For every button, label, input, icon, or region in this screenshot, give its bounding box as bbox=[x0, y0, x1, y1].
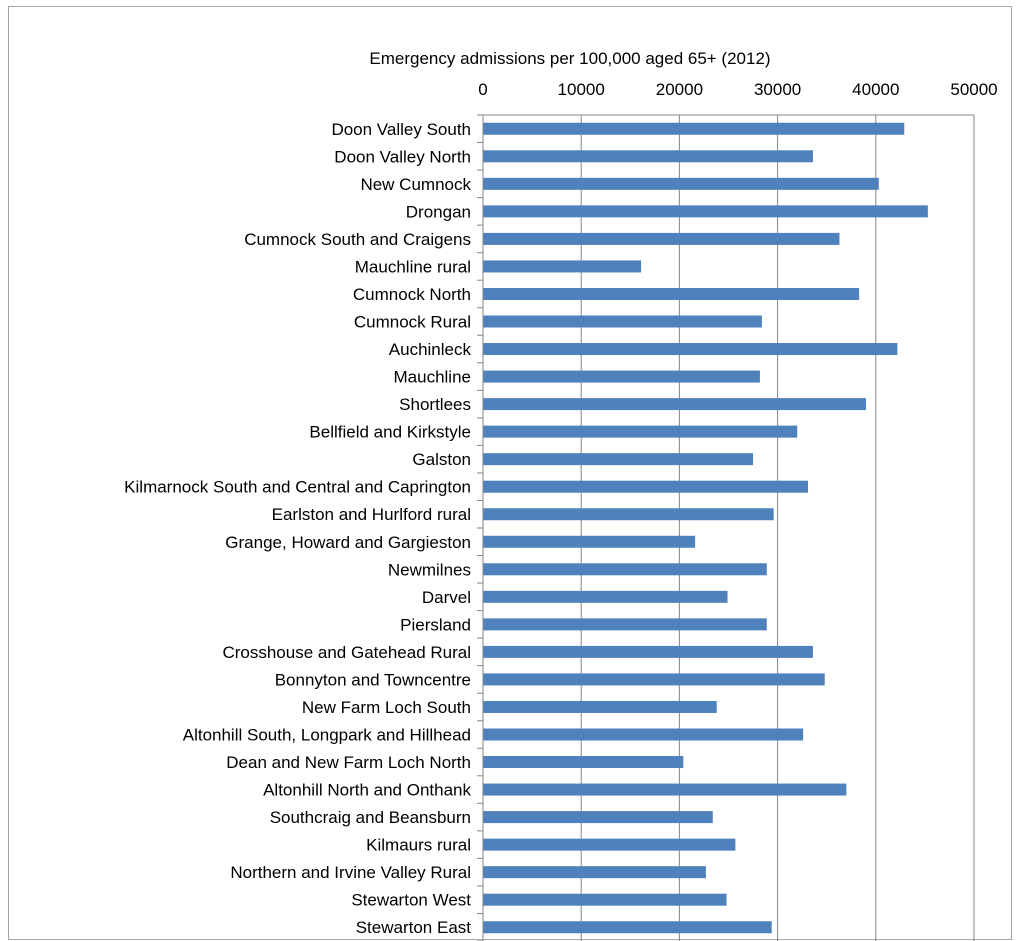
category-label: Northern and Irvine Valley Rural bbox=[230, 863, 471, 882]
category-label: Cumnock North bbox=[353, 285, 471, 304]
category-label: New Cumnock bbox=[360, 175, 471, 194]
bar bbox=[483, 260, 642, 273]
category-label: Mauchline bbox=[394, 368, 472, 387]
category-label: Dean and New Farm Loch North bbox=[226, 753, 471, 772]
x-tick-label: 10000 bbox=[558, 80, 605, 99]
x-tick-label: 20000 bbox=[656, 80, 703, 99]
bar bbox=[483, 453, 754, 466]
bar bbox=[483, 122, 905, 135]
category-label: Kilmarnock South and Central and Capring… bbox=[124, 478, 471, 497]
bar bbox=[483, 315, 762, 328]
category-label: Doon Valley South bbox=[331, 120, 471, 139]
category-label: Darvel bbox=[422, 588, 471, 607]
category-label: Cumnock South and Craigens bbox=[244, 230, 471, 249]
bar bbox=[483, 700, 717, 713]
category-label: New Farm Loch South bbox=[302, 698, 471, 717]
bar bbox=[483, 590, 728, 603]
bar bbox=[483, 783, 847, 796]
bar bbox=[483, 205, 928, 218]
bar bbox=[483, 535, 696, 548]
bar bbox=[483, 480, 809, 493]
category-label: Auchinleck bbox=[389, 340, 472, 359]
x-tick-label: 0 bbox=[478, 80, 487, 99]
category-label: Shortlees bbox=[399, 395, 471, 414]
category-label: Altonhill North and Onthank bbox=[263, 781, 471, 800]
bar bbox=[483, 177, 879, 190]
category-label: Newmilnes bbox=[388, 560, 471, 579]
category-label: Doon Valley North bbox=[334, 147, 471, 166]
category-label: Cumnock Rural bbox=[354, 313, 471, 332]
bar bbox=[483, 618, 767, 631]
x-tick-label: 40000 bbox=[852, 80, 899, 99]
chart-title: Emergency admissions per 100,000 aged 65… bbox=[369, 49, 770, 68]
category-label: Altonhill South, Longpark and Hillhead bbox=[183, 726, 471, 745]
category-label: Piersland bbox=[400, 615, 471, 634]
bar bbox=[483, 838, 736, 851]
bar bbox=[483, 232, 840, 245]
chart-frame: Emergency admissions per 100,000 aged 65… bbox=[8, 6, 1012, 941]
bar bbox=[483, 343, 898, 356]
bar bbox=[483, 893, 727, 906]
category-label: Crosshouse and Gatehead Rural bbox=[222, 643, 471, 662]
bar bbox=[483, 425, 798, 438]
bar bbox=[483, 398, 866, 411]
bar bbox=[483, 645, 813, 658]
category-label: Earlston and Hurlford rural bbox=[272, 505, 471, 524]
category-label: Galston bbox=[412, 450, 471, 469]
x-tick-label: 30000 bbox=[754, 80, 801, 99]
gridlines bbox=[580, 115, 975, 941]
bar bbox=[483, 673, 825, 686]
category-label: Kilmaurs rural bbox=[366, 836, 471, 855]
bar bbox=[483, 756, 684, 769]
category-label: Drongan bbox=[406, 202, 471, 221]
category-label: Grange, Howard and Gargieston bbox=[225, 533, 471, 552]
bar bbox=[483, 563, 767, 576]
x-tick-label: 50000 bbox=[950, 80, 997, 99]
category-label: Bonnyton and Towncentre bbox=[275, 670, 471, 689]
category-label: Stewarton West bbox=[351, 891, 471, 910]
category-label: Bellfield and Kirkstyle bbox=[309, 423, 471, 442]
category-label: Stewarton East bbox=[356, 918, 472, 937]
bar bbox=[483, 728, 804, 741]
bars bbox=[483, 122, 928, 934]
category-label: Southcraig and Beansburn bbox=[270, 808, 471, 827]
category-label: Mauchline rural bbox=[355, 257, 471, 276]
axes bbox=[477, 114, 974, 941]
bar-chart: Emergency admissions per 100,000 aged 65… bbox=[124, 49, 998, 941]
bar bbox=[483, 811, 713, 824]
bar bbox=[483, 287, 860, 300]
bar bbox=[483, 866, 706, 879]
bar bbox=[483, 150, 813, 163]
bar bbox=[483, 508, 774, 521]
x-tick-labels: 0 10000 20000 30000 40000 50000 bbox=[478, 80, 997, 99]
category-labels: Doon Valley South Doon Valley North New Cu… bbox=[124, 120, 471, 937]
bar bbox=[483, 921, 772, 934]
bar bbox=[483, 370, 760, 383]
